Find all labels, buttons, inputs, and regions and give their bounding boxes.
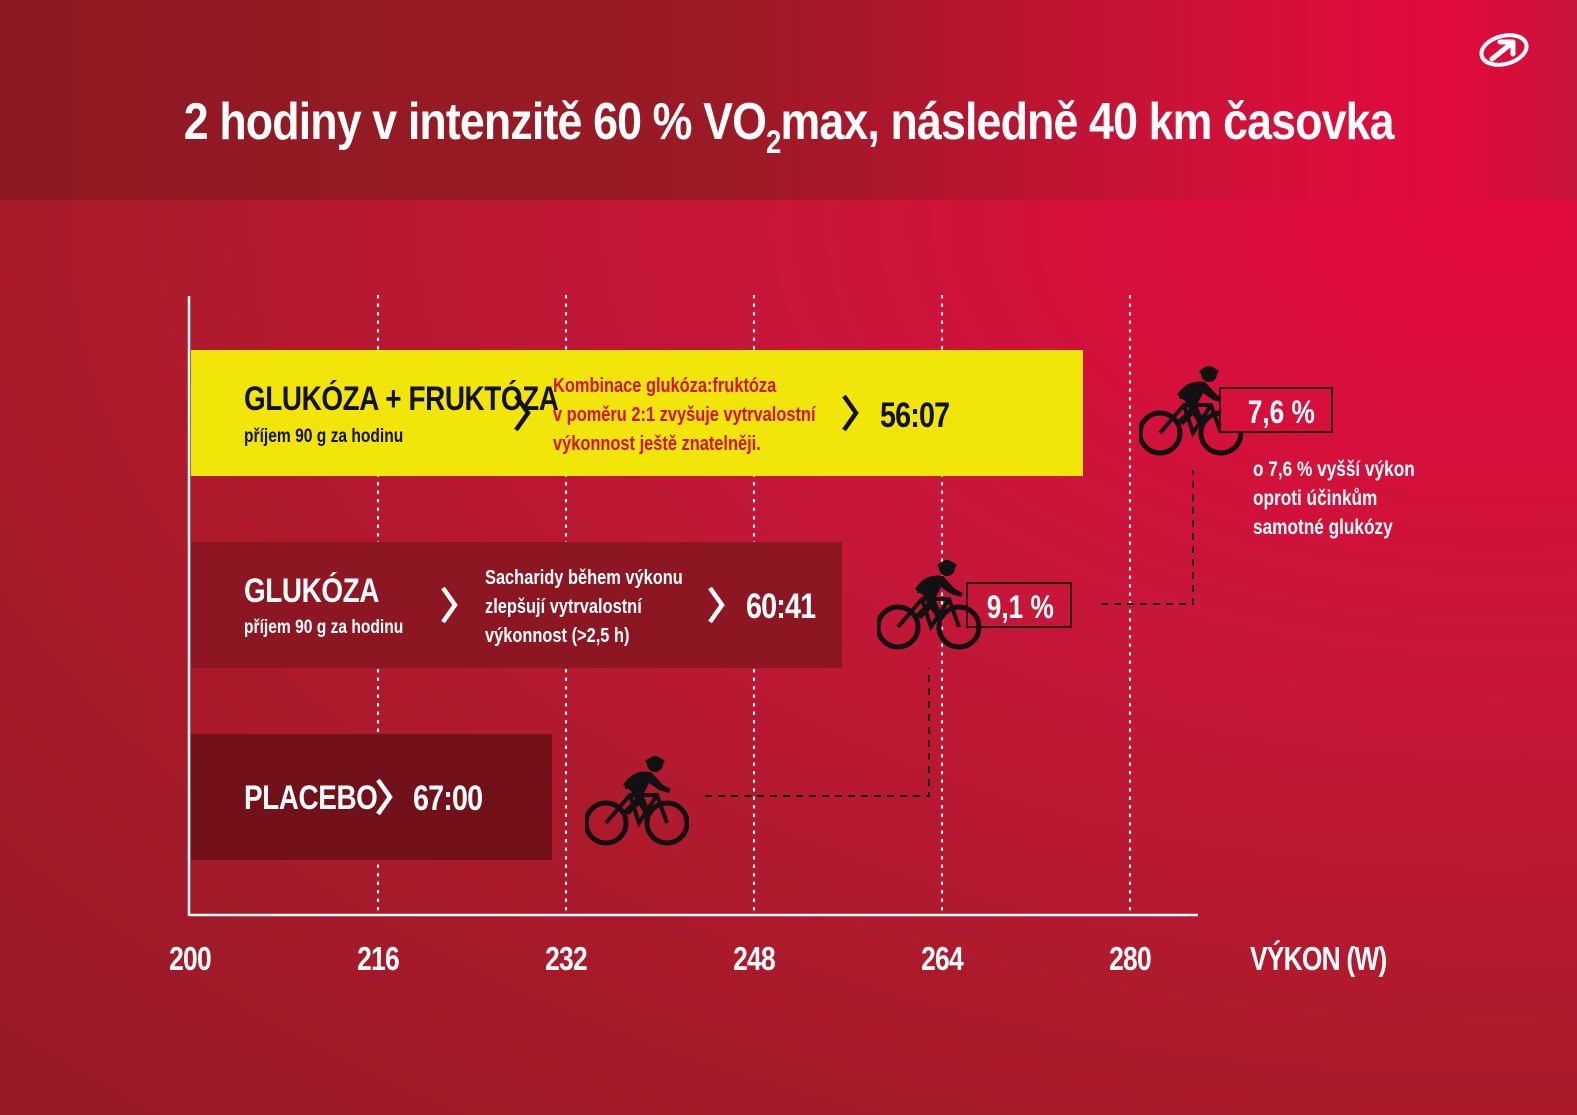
bar-0 bbox=[191, 350, 1083, 476]
time-value-0: 56:07 bbox=[880, 396, 950, 435]
category-subtitle-1: příjem 90 g za hodinu bbox=[244, 617, 404, 638]
category-description-1: Sacharidy během výkonu zlepšují vytrvalo… bbox=[485, 567, 683, 647]
improvement-value-1: 9,1 % bbox=[986, 589, 1054, 625]
category-name-1: GLUKÓZA bbox=[244, 572, 379, 610]
connector-glucose bbox=[1101, 470, 1194, 605]
tick-label-280: 280 bbox=[1109, 940, 1151, 977]
cyclist-icon bbox=[877, 560, 981, 650]
time-value-1: 60:41 bbox=[746, 587, 816, 626]
chevron-right-icon bbox=[514, 394, 531, 432]
category-name-2: PLACEBO bbox=[244, 779, 378, 817]
cyclist-icon bbox=[585, 756, 689, 846]
category-subtitle-0: příjem 90 g za hodinu bbox=[244, 426, 404, 447]
connector-placebo bbox=[705, 668, 930, 797]
chevron-right-icon bbox=[376, 778, 393, 816]
improvement-box-0: 7,6 % bbox=[1219, 387, 1333, 433]
bar-2 bbox=[191, 734, 552, 860]
chevron-right-icon bbox=[708, 586, 725, 624]
time-value-2: 67:00 bbox=[413, 779, 483, 818]
x-axis-label: VÝKON (W) bbox=[1250, 940, 1387, 977]
tick-label-200: 200 bbox=[169, 940, 211, 977]
category-description-0: Kombinace glukóza:fruktóza v poměru 2:1 … bbox=[553, 375, 816, 455]
bar-1 bbox=[191, 542, 843, 668]
tick-label-232: 232 bbox=[545, 940, 587, 977]
tick-label-264: 264 bbox=[921, 940, 963, 977]
tick-label-248: 248 bbox=[733, 940, 775, 977]
improvement-value-0: 7,6 % bbox=[1247, 394, 1315, 430]
chevron-right-icon bbox=[441, 586, 458, 624]
category-name-0: GLUKÓZA + FRUKTÓZA bbox=[244, 380, 559, 418]
improvement-note: o 7,6 % vyšší výkon oproti účinkům samot… bbox=[1253, 458, 1415, 539]
improvement-box-1: 9,1 % bbox=[966, 582, 1072, 628]
header-band bbox=[0, 0, 1577, 200]
chevron-right-icon bbox=[842, 394, 859, 432]
page-title: 2 hodiny v intenzitě 60 % VO2max, násled… bbox=[183, 93, 1395, 160]
tick-label-216: 216 bbox=[357, 940, 399, 977]
brand-arrow-logo bbox=[1479, 33, 1529, 67]
